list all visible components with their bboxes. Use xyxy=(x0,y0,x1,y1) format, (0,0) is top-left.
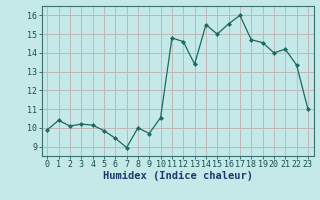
X-axis label: Humidex (Indice chaleur): Humidex (Indice chaleur) xyxy=(103,171,252,181)
